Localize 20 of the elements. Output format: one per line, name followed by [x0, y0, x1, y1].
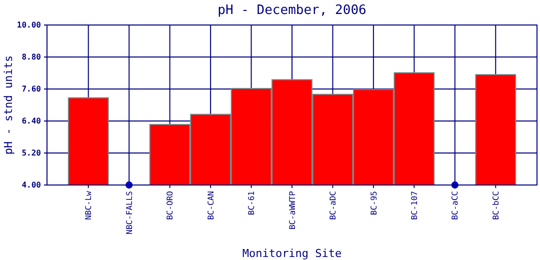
- y-tick-label: 5.20: [22, 148, 42, 158]
- y-tick-label: 7.60: [22, 84, 42, 94]
- y-tick-label: 6.40: [22, 116, 42, 126]
- x-tick-label: BC-95: [369, 190, 378, 216]
- y-tick-label: 8.80: [22, 52, 42, 62]
- x-tick-label: NBC-Lw: [84, 190, 94, 220]
- y-tick-label: 10.00: [16, 20, 42, 30]
- chart-title: pH - December, 2006: [218, 3, 366, 18]
- x-tick-label: BC-107: [410, 190, 419, 220]
- x-tick-label: BC-aWWTP: [288, 190, 297, 230]
- y-tick-label: 4.00: [22, 180, 42, 190]
- x-tick-label: BC-ORO: [166, 190, 175, 220]
- x-tick-label: BC-CAN: [206, 190, 216, 220]
- x-tick-label: BC-aCC: [450, 190, 460, 220]
- x-tick-label: BC-aDC: [328, 190, 338, 220]
- x-tick-label: BC-bCC: [491, 190, 500, 220]
- x-tick-label: NBC-FALLS: [124, 190, 134, 234]
- y-axis-title: pH - stnd units: [2, 55, 15, 155]
- x-axis-title: Monitoring Site: [242, 247, 342, 260]
- x-tick-label: BC-61: [247, 190, 256, 216]
